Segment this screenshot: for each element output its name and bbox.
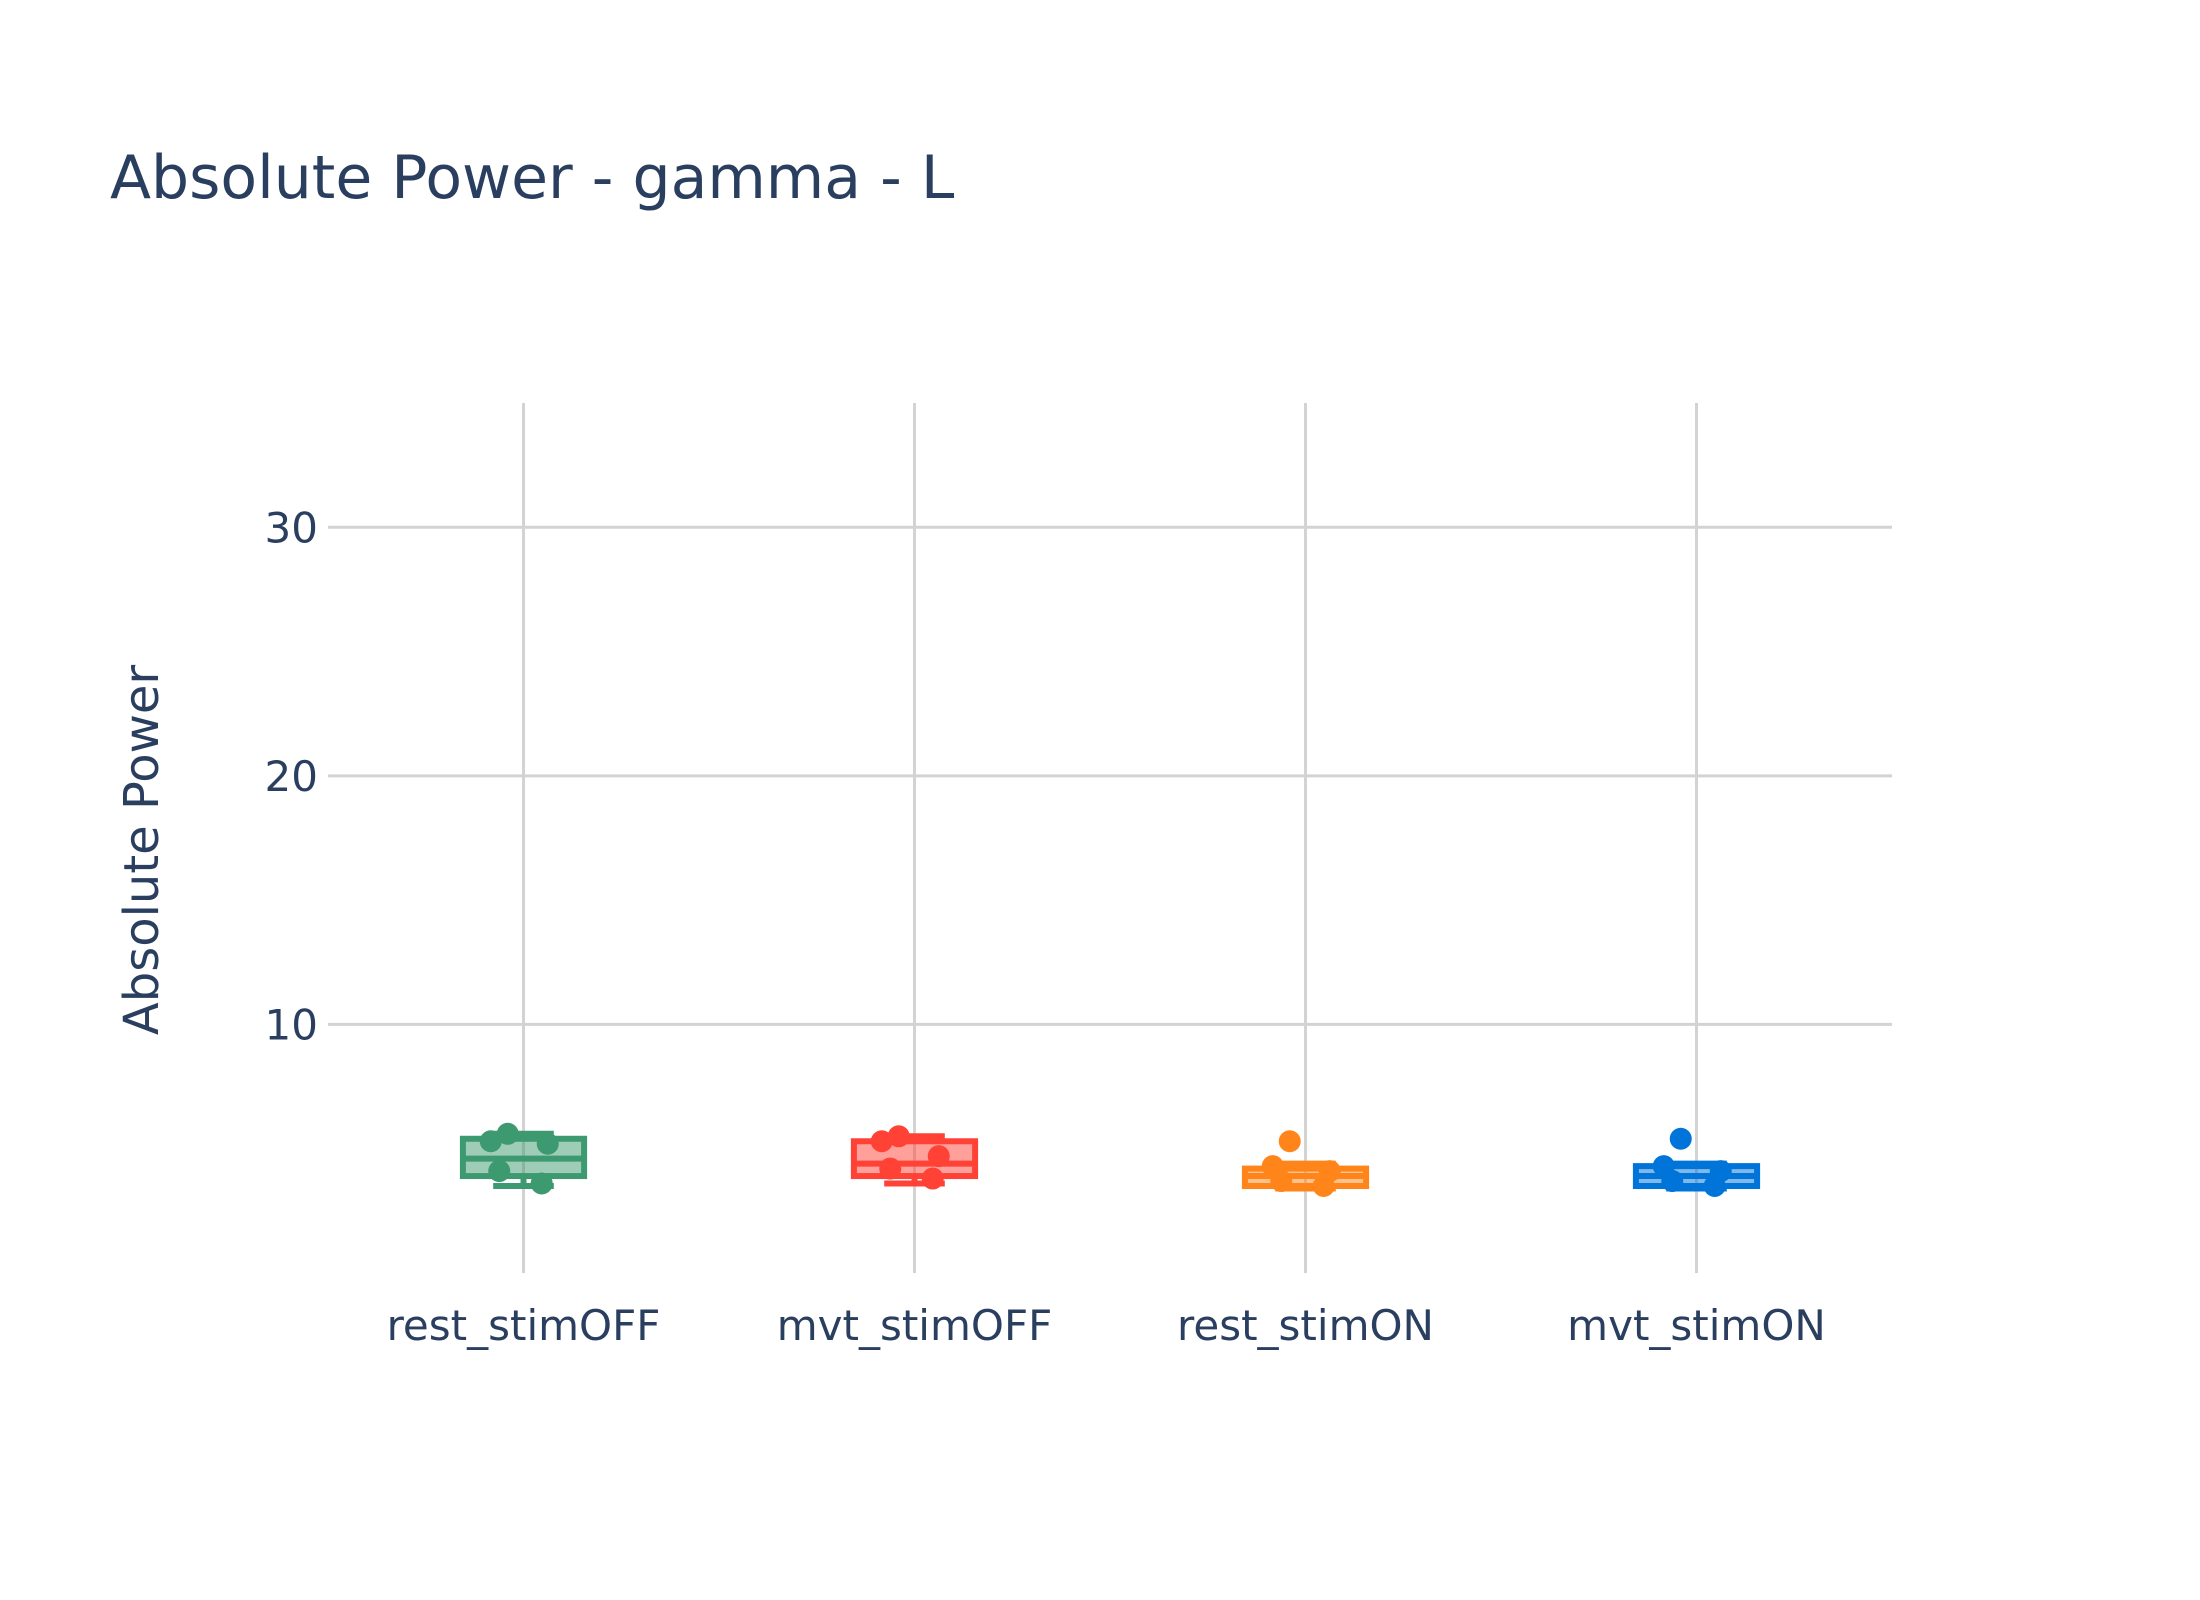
data-point xyxy=(1703,1175,1726,1197)
y-axis-title: Absolute Power xyxy=(114,665,170,1035)
y-tick-label: 30 xyxy=(265,503,318,552)
data-point xyxy=(879,1157,902,1180)
x-tick-label: mvt_stimON xyxy=(1567,1301,1826,1350)
data-point xyxy=(496,1122,519,1145)
data-point xyxy=(488,1160,511,1183)
data-point xyxy=(921,1167,944,1190)
data-point xyxy=(1661,1170,1684,1193)
box-traces xyxy=(459,1122,1761,1197)
x-tick-label: mvt_stimOFF xyxy=(777,1301,1053,1350)
box-trace-mvt_stimON xyxy=(1632,1127,1761,1197)
chart-title: Absolute Power - gamma - L xyxy=(110,143,955,213)
data-point xyxy=(1270,1170,1293,1193)
box-trace-rest_stimON xyxy=(1241,1130,1370,1197)
box-trace-mvt_stimOFF xyxy=(850,1125,979,1190)
box-trace-rest_stimOFF xyxy=(459,1122,588,1195)
data-point xyxy=(536,1132,559,1155)
data-point xyxy=(887,1125,910,1148)
y-tick-label: 10 xyxy=(265,1000,318,1049)
data-point xyxy=(1278,1130,1301,1153)
data-point xyxy=(1669,1127,1692,1150)
x-tick-label: rest_stimOFF xyxy=(387,1301,661,1350)
y-axis-ticks: 10 20 30 xyxy=(265,503,318,1049)
y-tick-label: 20 xyxy=(265,752,318,801)
data-point xyxy=(479,1130,502,1153)
x-axis-ticks: rest_stimOFF mvt_stimOFF rest_stimON mvt_st… xyxy=(387,1301,1826,1350)
data-point xyxy=(870,1130,893,1153)
data-point xyxy=(1312,1175,1335,1197)
grid-lines xyxy=(328,403,1892,1273)
x-tick-label: rest_stimON xyxy=(1177,1301,1434,1350)
data-point xyxy=(927,1145,950,1168)
box-iqr xyxy=(850,1138,979,1180)
data-point xyxy=(530,1172,553,1195)
